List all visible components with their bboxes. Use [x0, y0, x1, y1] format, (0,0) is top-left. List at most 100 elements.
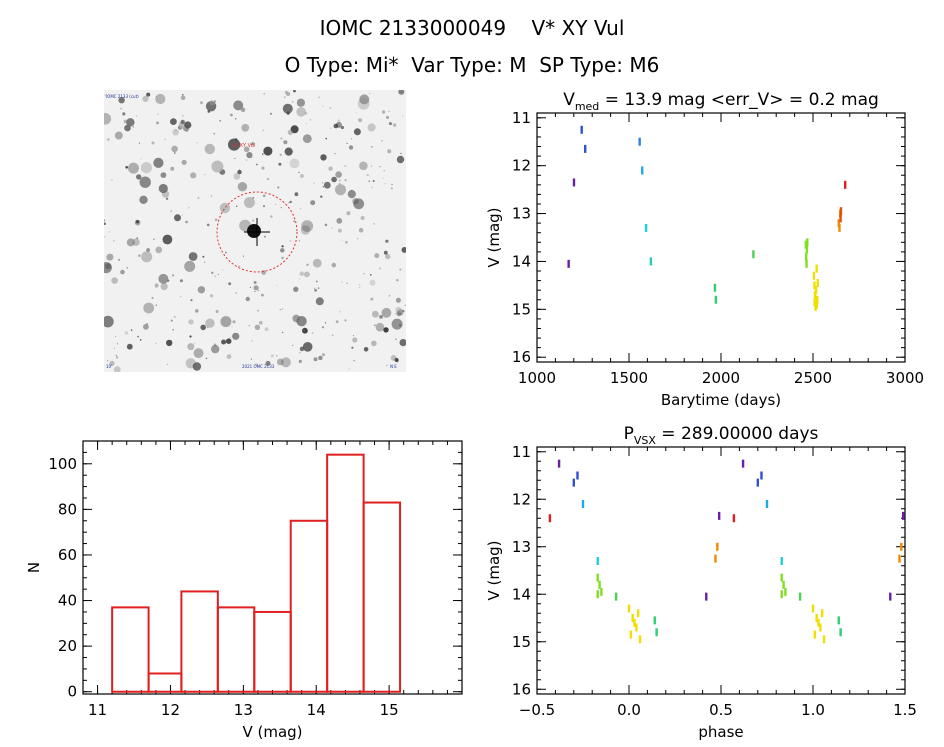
- plot-title-text: = 13.9 mag <err_V> = 0.2 mag: [599, 90, 879, 110]
- y-tick-label: 100: [48, 455, 77, 473]
- data-series: [572, 471, 763, 487]
- star: [293, 220, 295, 223]
- star: [298, 171, 300, 174]
- star: [190, 299, 193, 302]
- star: [321, 353, 325, 357]
- star: [197, 196, 200, 199]
- star: [281, 256, 284, 260]
- star: [126, 267, 129, 269]
- star: [355, 112, 357, 114]
- star: [171, 145, 178, 153]
- star: [187, 343, 195, 351]
- star: [299, 174, 304, 178]
- star: [262, 153, 264, 155]
- star: [280, 207, 282, 209]
- star: [166, 363, 168, 365]
- star: [153, 157, 164, 168]
- star: [289, 200, 292, 204]
- star: [109, 360, 115, 366]
- star: [279, 309, 281, 311]
- star: [352, 198, 359, 205]
- data-series: [548, 514, 736, 523]
- star: [276, 355, 278, 357]
- star: [105, 263, 112, 270]
- star: [126, 118, 135, 127]
- star: [302, 327, 308, 334]
- star: [359, 286, 361, 289]
- star: [155, 246, 163, 254]
- star: [137, 335, 139, 338]
- star: [153, 238, 155, 241]
- star: [306, 263, 309, 266]
- star: [202, 255, 205, 258]
- star: [311, 332, 314, 335]
- star: [383, 250, 388, 255]
- star: [160, 172, 167, 178]
- data-series: [713, 283, 718, 304]
- star: [368, 92, 371, 95]
- plot-title-subscript: med: [575, 100, 599, 113]
- star: [298, 359, 302, 364]
- star: [388, 110, 390, 112]
- data-series: [596, 557, 783, 565]
- star: [367, 123, 376, 132]
- star: [172, 129, 179, 136]
- star: [253, 281, 257, 284]
- star: [270, 354, 274, 358]
- star: [200, 324, 206, 331]
- star: [213, 100, 217, 103]
- star: [317, 287, 320, 289]
- star: [394, 313, 396, 315]
- star: [390, 187, 393, 190]
- star: [188, 319, 194, 325]
- data-series: [804, 238, 809, 268]
- star: [221, 339, 227, 345]
- star: [387, 149, 392, 154]
- star: [401, 247, 406, 253]
- star: [181, 159, 187, 165]
- star: [352, 335, 355, 337]
- star: [281, 245, 284, 248]
- star: [369, 279, 376, 286]
- x-tick-label: 1000: [518, 369, 556, 387]
- star: [360, 216, 365, 220]
- star: [246, 152, 253, 159]
- plot-title: Vmed = 13.9 mag <err_V> = 0.2 mag: [563, 90, 879, 113]
- star: [242, 255, 244, 257]
- star: [294, 288, 297, 291]
- star: [398, 90, 405, 95]
- y-tick-label: 15: [512, 300, 531, 318]
- star: [371, 146, 373, 148]
- star: [283, 96, 286, 99]
- star: [200, 101, 203, 105]
- y-tick-label: 80: [58, 500, 77, 518]
- star: [371, 340, 377, 347]
- star: [399, 324, 402, 327]
- star: [232, 332, 240, 340]
- star: [252, 196, 255, 199]
- star: [314, 288, 317, 292]
- star-field: [104, 90, 406, 372]
- star: [143, 323, 149, 330]
- star: [137, 254, 141, 258]
- star: [175, 129, 177, 132]
- star: [251, 142, 255, 146]
- figure-title: IOMC 2133000049 V* XY Vul: [319, 16, 625, 40]
- star: [298, 240, 300, 242]
- star: [124, 124, 131, 132]
- star: [299, 207, 302, 210]
- star: [151, 296, 154, 299]
- x-axis-label: V (mag): [242, 723, 302, 741]
- star: [315, 280, 318, 283]
- star: [352, 337, 358, 343]
- star: [321, 326, 325, 329]
- star: [359, 161, 368, 171]
- star: [284, 147, 293, 156]
- star: [197, 286, 206, 294]
- star: [331, 334, 334, 337]
- star: [230, 113, 233, 117]
- target-label: V* XY Vul: [232, 143, 255, 149]
- star: [192, 362, 202, 371]
- star: [318, 355, 323, 361]
